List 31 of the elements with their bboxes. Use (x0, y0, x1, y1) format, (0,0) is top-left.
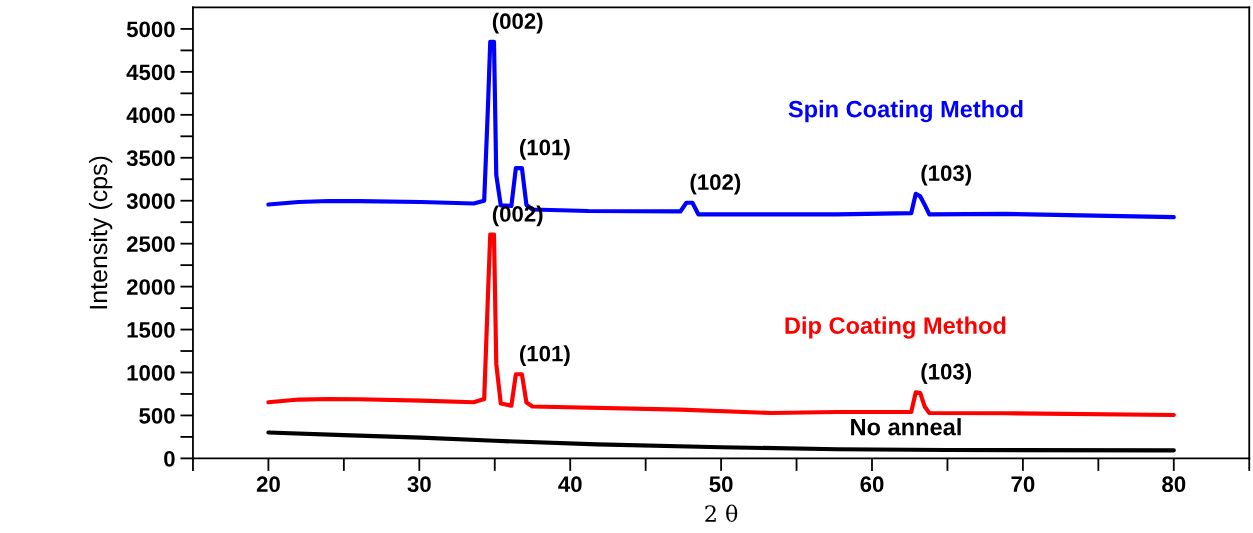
x-tick-label: 50 (709, 476, 733, 493)
x-tick-label: 20 (256, 476, 280, 493)
annotation: (103) (921, 164, 972, 186)
annotation: (103) (921, 363, 972, 384)
y-tick-label: 0 (164, 450, 175, 467)
y-tick-label: 2000 (126, 279, 175, 295)
annotation: (102) (690, 173, 741, 195)
x-tick-label: 30 (407, 476, 431, 493)
annotation: (101) (520, 139, 570, 160)
series-label: No anneal (851, 418, 961, 436)
y-tick-label: 1000 (127, 365, 175, 381)
x-tick-label: 70 (1011, 476, 1035, 493)
y-tick-label: 1500 (127, 322, 175, 338)
y-tick-label: 4500 (126, 64, 175, 81)
x-axis-title: 2 θ (705, 504, 738, 522)
y-tick-label: 3500 (126, 150, 175, 167)
text: Spin Coating Method (788, 100, 1023, 123)
y-tick-label: 4000 (126, 107, 175, 124)
line-series (266, 232, 1176, 418)
annotation: (002) (492, 12, 543, 34)
y-tick-label: 500 (139, 407, 175, 424)
annotation: (101) (520, 345, 570, 366)
y-tick-label: 5000 (126, 21, 175, 38)
y-axis-title: Intensity (cps) (88, 156, 113, 309)
x-tick-label: 40 (558, 476, 582, 493)
y-tick-label: 2500 (126, 236, 175, 252)
text: Dip Coating Method (785, 316, 1006, 339)
x-tick-label: 80 (1162, 476, 1186, 493)
annotation: (002) (492, 205, 543, 227)
y-tick-label: 3000 (126, 193, 175, 210)
x-tick-label: 60 (860, 476, 884, 493)
